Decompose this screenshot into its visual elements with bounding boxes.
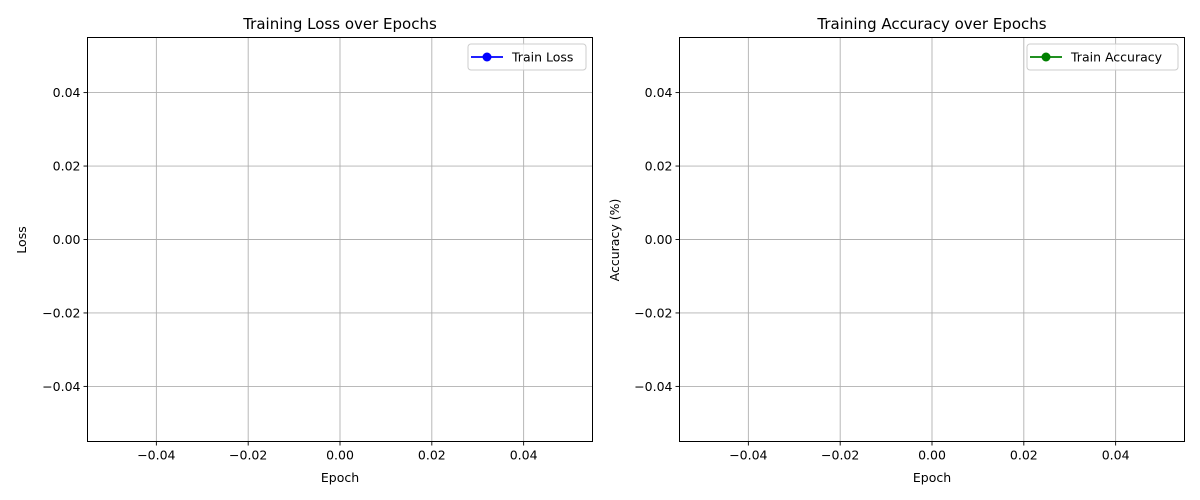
y-axis-label: Loss bbox=[14, 226, 29, 253]
y-tick-label: −0.04 bbox=[42, 379, 80, 394]
x-tick-label: 0.02 bbox=[1010, 448, 1038, 463]
x-ticks: −0.04 −0.02 0.00 0.02 0.04 bbox=[137, 441, 538, 463]
y-tick-label: 0.00 bbox=[53, 232, 81, 247]
legend-marker bbox=[482, 52, 492, 62]
x-tick-label: −0.02 bbox=[821, 448, 859, 463]
y-tick-label: 0.02 bbox=[53, 159, 81, 174]
legend-marker bbox=[1041, 52, 1051, 62]
chart-title: Training Loss over Epochs bbox=[242, 15, 437, 33]
x-axis-label: Epoch bbox=[913, 470, 951, 485]
x-tick-label: 0.02 bbox=[418, 448, 446, 463]
x-tick-label: −0.04 bbox=[137, 448, 175, 463]
legend-box bbox=[1026, 43, 1179, 71]
x-tick-label: 0.00 bbox=[918, 448, 946, 463]
y-tick-label: −0.02 bbox=[634, 305, 672, 320]
legend-label: Train Accuracy bbox=[1070, 50, 1163, 65]
x-tick-label: −0.02 bbox=[229, 448, 267, 463]
subplot-accuracy: −0.04 −0.02 0.00 0.02 0.04 −0.04 −0.02 0.00 0.0… bbox=[607, 15, 1185, 485]
grid bbox=[679, 37, 1185, 442]
x-axis-label: Epoch bbox=[321, 470, 359, 485]
y-ticks: −0.04 −0.02 0.00 0.02 0.04 bbox=[634, 85, 680, 394]
y-ticks: −0.04 −0.02 0.00 0.02 0.04 bbox=[42, 85, 88, 394]
y-tick-label: 0.04 bbox=[53, 85, 81, 100]
y-tick-label: 0.02 bbox=[645, 159, 673, 174]
y-tick-label: −0.04 bbox=[634, 379, 672, 394]
y-axis-label: Accuracy (%) bbox=[607, 199, 622, 282]
y-tick-label: 0.00 bbox=[645, 232, 673, 247]
x-tick-label: 0.04 bbox=[510, 448, 538, 463]
x-tick-label: −0.04 bbox=[729, 448, 767, 463]
x-ticks: −0.04 −0.02 0.00 0.02 0.04 bbox=[729, 441, 1130, 463]
legend-label: Train Loss bbox=[511, 50, 573, 65]
y-tick-label: 0.04 bbox=[645, 85, 673, 100]
chart-title: Training Accuracy over Epochs bbox=[816, 15, 1046, 33]
x-tick-label: 0.00 bbox=[326, 448, 354, 463]
y-tick-label: −0.02 bbox=[42, 305, 80, 320]
legend: Train Loss bbox=[467, 43, 587, 71]
x-tick-label: 0.04 bbox=[1102, 448, 1130, 463]
legend: Train Accuracy bbox=[1026, 43, 1179, 71]
legend-box bbox=[467, 43, 587, 71]
grid bbox=[87, 37, 593, 442]
subplot-loss: −0.04 −0.02 0.00 0.02 0.04 −0.04 −0.02 0.00 0.0… bbox=[14, 15, 593, 485]
